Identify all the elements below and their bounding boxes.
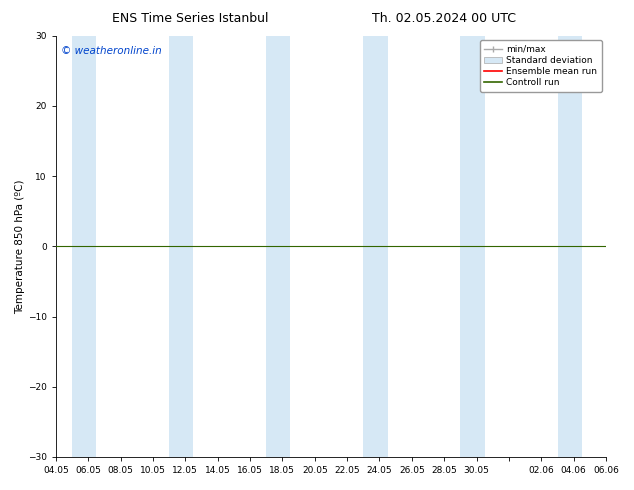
Bar <box>266 36 290 457</box>
Bar <box>169 36 193 457</box>
Text: ENS Time Series Istanbul: ENS Time Series Istanbul <box>112 12 268 25</box>
Legend: min/max, Standard deviation, Ensemble mean run, Controll run: min/max, Standard deviation, Ensemble me… <box>480 40 602 92</box>
Bar <box>460 36 484 457</box>
Text: Th. 02.05.2024 00 UTC: Th. 02.05.2024 00 UTC <box>372 12 516 25</box>
Bar <box>557 36 582 457</box>
Text: © weatheronline.in: © weatheronline.in <box>61 46 162 56</box>
Y-axis label: Temperature 850 hPa (ºC): Temperature 850 hPa (ºC) <box>15 179 25 314</box>
Bar <box>72 36 96 457</box>
Bar <box>363 36 387 457</box>
